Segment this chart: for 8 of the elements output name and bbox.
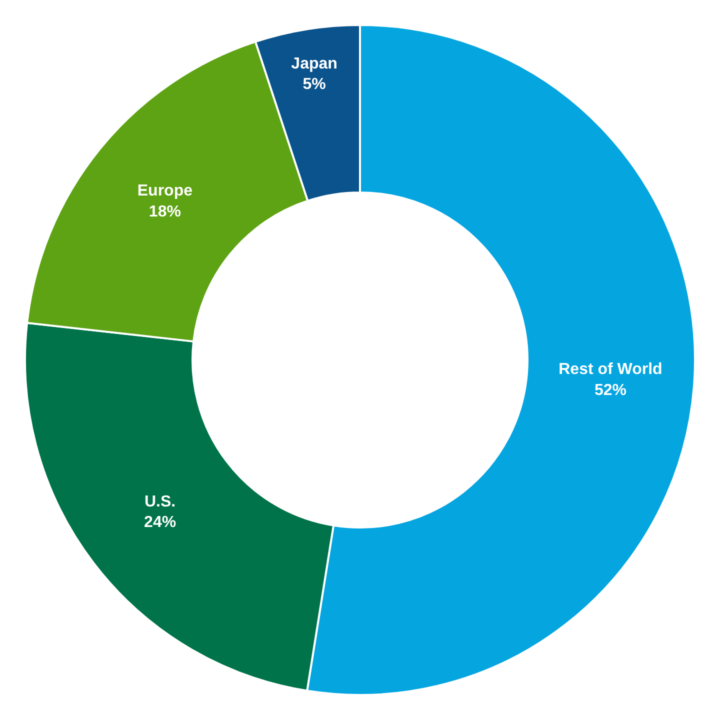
slice-label: Japan — [291, 55, 338, 72]
data-label: 24% — [144, 514, 176, 532]
data-label: 18% — [148, 203, 181, 220]
slice-label: Europe — [137, 182, 193, 200]
slice-label: U.S. — [144, 493, 176, 510]
slice-label: Rest of World — [558, 361, 662, 378]
data-label: 5% — [302, 76, 326, 94]
data-label: 52% — [594, 382, 626, 399]
